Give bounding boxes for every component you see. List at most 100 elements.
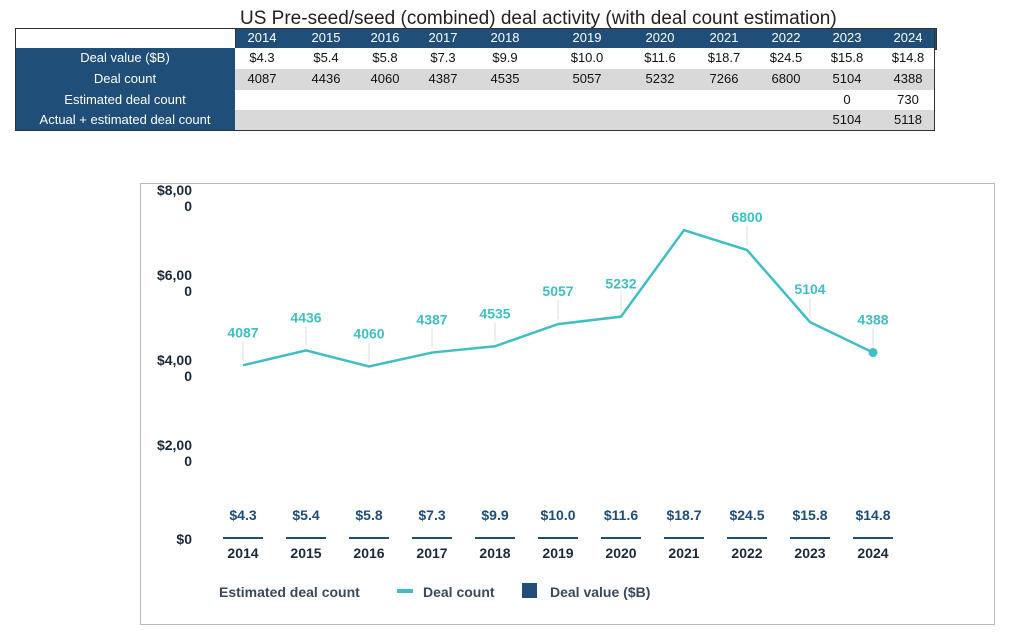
year-header: 2015 <box>311 30 341 45</box>
deal-value-bar <box>286 537 326 539</box>
deal-count-label: 5104 <box>794 281 825 297</box>
deal-value-bar <box>475 537 515 539</box>
deal-value-label: $4.3 <box>229 507 256 523</box>
table-border <box>15 28 935 131</box>
x-tick-label: 2024 <box>857 545 888 561</box>
legend-line-swatch <box>397 589 413 593</box>
table-cell: $15.8 <box>830 50 864 65</box>
row-label: Deal count <box>15 69 235 90</box>
table-cell: 5118 <box>894 112 922 127</box>
deal-count-label: 4388 <box>857 312 888 328</box>
deal-count-line <box>242 228 874 368</box>
table-cell: $10.0 <box>570 50 604 65</box>
table-cell: 4087 <box>247 71 277 86</box>
deal-count-label: 6800 <box>731 209 762 225</box>
x-tick-label: 2022 <box>731 545 762 561</box>
table-cell: 5057 <box>572 71 602 86</box>
table-cell: $9.9 <box>492 50 518 65</box>
table-cell: $11.6 <box>644 50 676 65</box>
table-row <box>235 48 935 69</box>
deal-value-label: $5.8 <box>355 507 382 523</box>
table-cell: 5104 <box>832 71 862 86</box>
table-cell: 4387 <box>428 71 458 86</box>
legend-deal-value: Deal value ($B) <box>550 584 650 600</box>
x-tick-label: 2021 <box>668 545 699 561</box>
deal-count-label: 5232 <box>605 276 636 292</box>
table-cell: 7266 <box>709 71 739 86</box>
deal-value-label: $11.6 <box>604 507 638 523</box>
table-cell: $24.5 <box>769 50 803 65</box>
x-tick-label: 2023 <box>794 545 825 561</box>
deal-value-bar <box>601 537 641 539</box>
table-row <box>235 90 935 110</box>
deal-value-label: $24.5 <box>729 507 764 523</box>
y-tick-label: $6,00 0 <box>157 267 192 299</box>
year-header: 2024 <box>893 30 923 45</box>
legend-bar-swatch <box>522 583 537 598</box>
table-title: US Pre-seed/seed (combined) deal activit… <box>240 8 837 28</box>
year-header: 2021 <box>709 30 739 45</box>
row-label: Actual + estimated deal count <box>15 110 235 131</box>
y-tick-label: $0 <box>176 531 192 547</box>
legend-deal-count: Deal count <box>423 584 495 600</box>
deal-value-label: $9.9 <box>481 507 508 523</box>
year-header: 2016 <box>370 30 400 45</box>
row-label: Deal value ($B) <box>15 48 235 69</box>
deal-value-label: $10.0 <box>540 507 575 523</box>
table-cell: $18.7 <box>707 50 741 65</box>
y-tick-label: $4,00 0 <box>157 352 192 384</box>
table-cell: $7.3 <box>430 50 456 65</box>
table-cell: 6800 <box>771 71 801 86</box>
deal-count-label: 4060 <box>353 325 384 341</box>
table-row <box>235 69 935 90</box>
year-header: 2020 <box>645 30 675 45</box>
deal-value-bar <box>853 537 893 539</box>
deal-count-label: 4535 <box>479 305 510 321</box>
deal-value-label: $7.3 <box>418 507 445 523</box>
y-tick-label: $2,00 0 <box>157 437 192 469</box>
table-row <box>235 110 935 131</box>
deal-value-label: $5.4 <box>292 507 319 523</box>
chart-frame <box>140 183 995 625</box>
deal-value-label: $18.7 <box>666 507 701 523</box>
deal-value-bar <box>727 537 767 539</box>
table-cell: 730 <box>897 92 919 107</box>
row-label: Estimated deal count <box>15 90 235 110</box>
table-cell: 4436 <box>311 71 341 86</box>
year-header: 2014 <box>247 30 277 45</box>
year-header: 2022 <box>771 30 801 45</box>
deal-count-label: 4436 <box>290 309 321 325</box>
deal-count-label: 4387 <box>416 312 447 328</box>
deal-count-marker <box>868 348 878 358</box>
x-tick-label: 2016 <box>353 545 384 561</box>
x-tick-label: 2020 <box>605 545 636 561</box>
table-cell: $4.3 <box>249 50 275 65</box>
table-cell: $5.4 <box>313 50 339 65</box>
deal-value-label: $15.8 <box>792 507 827 523</box>
year-header: 2019 <box>572 30 602 45</box>
year-header: 2023 <box>832 30 862 45</box>
deal-value-bar <box>538 537 578 539</box>
deal-count-label: 4087 <box>227 324 258 340</box>
deal-value-bar <box>412 537 452 539</box>
x-tick-label: 2014 <box>227 545 258 561</box>
table-cell: 0 <box>843 92 851 107</box>
deal-value-bar <box>790 537 830 539</box>
table-cell: 5232 <box>645 71 675 86</box>
table-cell: 4060 <box>370 71 400 86</box>
deal-count-label: 5057 <box>542 283 573 299</box>
deal-value-label: $14.8 <box>855 507 890 523</box>
table-cell: $5.8 <box>372 50 398 65</box>
year-header: 2017 <box>428 30 458 45</box>
deal-value-bar <box>349 537 389 539</box>
x-tick-label: 2017 <box>416 545 447 561</box>
x-tick-label: 2018 <box>479 545 510 561</box>
table-cell: $14.8 <box>891 50 925 65</box>
deal-value-bar <box>664 537 704 539</box>
table-cell: 4388 <box>893 71 923 86</box>
year-header: 2018 <box>490 30 520 45</box>
y-tick-label: $8,00 0 <box>157 182 192 214</box>
legend-estimated-deal-count: Estimated deal count <box>219 584 360 600</box>
deal-value-bar <box>223 537 263 539</box>
